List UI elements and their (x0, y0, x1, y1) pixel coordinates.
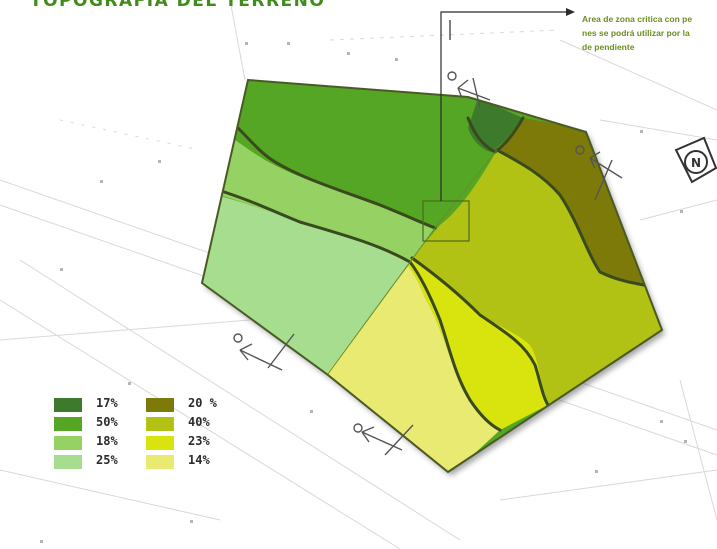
zone-40 (412, 150, 662, 405)
plot-outline (200, 78, 664, 474)
legend-swatch (54, 455, 82, 469)
annotation-line-1: Area de zona critica con pe (582, 14, 693, 24)
north-arrow-icon: N (674, 136, 717, 184)
legend-label: 14% (188, 453, 210, 467)
legend-swatch (54, 398, 82, 412)
legend-label: 20 % (188, 396, 217, 410)
zone-17 (468, 98, 523, 152)
page-title: TOPOGRAFIA DEL TERRENO (30, 0, 326, 11)
zone-divider-lines (321, 149, 498, 383)
zone-25 (202, 190, 410, 378)
slope-arrow-top (447, 71, 491, 109)
zone-20 (497, 118, 650, 285)
slope-arrows (233, 71, 623, 456)
zone-18 (202, 120, 435, 262)
legend-label: 17% (96, 396, 118, 410)
legend-swatch (146, 455, 174, 469)
slope-arrow-bottom (353, 423, 414, 456)
zone-23 (408, 258, 548, 430)
critical-zone-annotation: Area de zona critica con pe nes se podrá… (582, 12, 692, 54)
legend-label: 40% (188, 415, 210, 429)
legend-swatch (146, 398, 174, 412)
slope-arrow-right (575, 145, 623, 201)
legend-label: 50% (96, 415, 118, 429)
zone-50 (230, 80, 495, 215)
legend-swatch (146, 417, 174, 431)
legend-label: 23% (188, 434, 210, 448)
contour-lines (216, 116, 662, 432)
legend-swatch (146, 436, 174, 450)
legend-label: 18% (96, 434, 118, 448)
annotation-leader (440, 11, 566, 201)
legend-swatch (54, 436, 82, 450)
legend-swatch (54, 417, 82, 431)
legend-label: 25% (96, 453, 118, 467)
north-symbol: N (691, 156, 701, 170)
critical-zone-box (422, 200, 470, 242)
background-site-marks (40, 42, 687, 543)
leader-arrow (566, 8, 575, 16)
annotation-line-2: nes se podrá utilizar por la (582, 28, 690, 38)
slope-zones (202, 80, 662, 472)
annotation-line-3: de pendiente (582, 42, 635, 52)
slope-arrow-left (233, 333, 295, 371)
zone-14 (322, 266, 500, 472)
